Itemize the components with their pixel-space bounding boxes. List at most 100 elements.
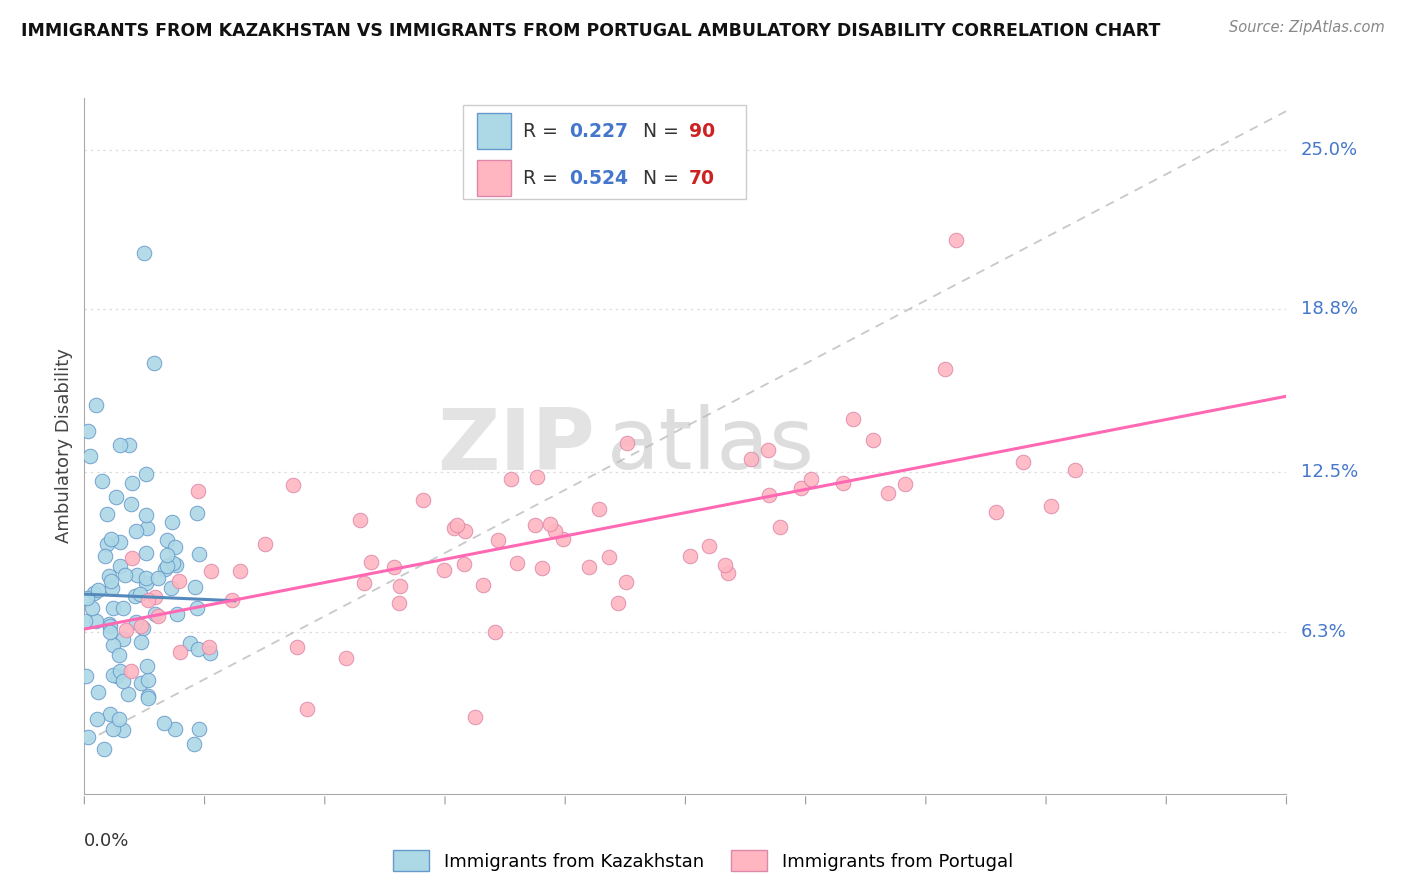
Point	[143, 356, 166, 370]
Point	[73, 615, 96, 629]
Point	[186, 601, 208, 615]
Point	[179, 636, 201, 650]
Point	[120, 664, 142, 678]
Point	[162, 556, 184, 570]
Point	[100, 574, 122, 588]
Point	[187, 723, 209, 737]
Point	[135, 467, 157, 481]
Point	[221, 593, 243, 607]
Point	[128, 587, 150, 601]
Point	[1063, 463, 1085, 477]
Point	[108, 438, 131, 452]
Point	[471, 578, 494, 592]
Point	[111, 600, 134, 615]
Point	[100, 707, 122, 722]
Point	[108, 535, 131, 549]
Point	[984, 505, 1007, 519]
Point	[389, 579, 412, 593]
Point	[121, 551, 143, 566]
Point	[538, 517, 561, 532]
Text: atlas: atlas	[607, 404, 815, 488]
Point	[114, 568, 136, 582]
Text: 25.0%: 25.0%	[1301, 141, 1358, 159]
Point	[124, 589, 146, 603]
Point	[800, 472, 823, 486]
Point	[163, 723, 186, 737]
Point	[75, 669, 97, 683]
Point	[200, 646, 222, 660]
Point	[862, 433, 884, 447]
Text: 12.5%: 12.5%	[1301, 463, 1358, 481]
Point	[945, 233, 967, 247]
Point	[360, 555, 382, 569]
Point	[143, 590, 166, 604]
Point	[607, 596, 630, 610]
Text: N =: N =	[631, 169, 685, 188]
Point	[1040, 499, 1063, 513]
Point	[166, 607, 188, 622]
Point	[187, 484, 209, 499]
Point	[100, 532, 122, 546]
Point	[97, 617, 120, 632]
Point	[697, 539, 720, 553]
Point	[101, 638, 124, 652]
Point	[598, 550, 620, 565]
Point	[353, 575, 375, 590]
Point	[531, 561, 554, 575]
Point	[832, 475, 855, 490]
Point	[790, 482, 813, 496]
Point	[79, 450, 101, 464]
Point	[135, 571, 157, 585]
Point	[464, 709, 486, 723]
Point	[453, 558, 475, 572]
Point	[382, 560, 405, 574]
Point	[135, 546, 157, 560]
Point	[285, 640, 308, 654]
Point	[101, 722, 124, 736]
Point	[758, 488, 780, 502]
Point	[93, 741, 115, 756]
Point	[254, 537, 277, 551]
Point	[105, 490, 128, 504]
Point	[77, 730, 100, 744]
Text: N =: N =	[631, 122, 685, 141]
Point	[136, 659, 159, 673]
Point	[297, 702, 319, 716]
Point	[167, 574, 190, 588]
Point	[127, 568, 149, 582]
Point	[714, 558, 737, 572]
Point	[87, 685, 110, 699]
Text: 0.0%: 0.0%	[84, 832, 129, 850]
Point	[160, 515, 183, 529]
Point	[136, 592, 159, 607]
Point	[148, 571, 170, 585]
Point	[152, 716, 174, 731]
Point	[200, 565, 222, 579]
Point	[96, 536, 118, 550]
Point	[101, 581, 124, 595]
Point	[86, 713, 108, 727]
Point	[98, 619, 121, 633]
Text: Source: ZipAtlas.com: Source: ZipAtlas.com	[1229, 20, 1385, 35]
Point	[108, 712, 131, 726]
Point	[107, 648, 129, 662]
Point	[281, 477, 304, 491]
Point	[553, 532, 575, 546]
Point	[186, 506, 208, 520]
Point	[842, 412, 865, 426]
Point	[94, 549, 117, 563]
Point	[111, 632, 134, 646]
Point	[717, 566, 740, 580]
Point	[135, 508, 157, 523]
Point	[388, 596, 411, 610]
Point	[129, 676, 152, 690]
Text: 70: 70	[689, 169, 716, 188]
Point	[183, 581, 205, 595]
Point	[135, 575, 157, 590]
Point	[160, 581, 183, 595]
Y-axis label: Ambulatory Disability: Ambulatory Disability	[55, 349, 73, 543]
FancyBboxPatch shape	[463, 105, 745, 199]
Point	[146, 608, 169, 623]
Point	[454, 524, 477, 538]
Point	[588, 502, 610, 516]
